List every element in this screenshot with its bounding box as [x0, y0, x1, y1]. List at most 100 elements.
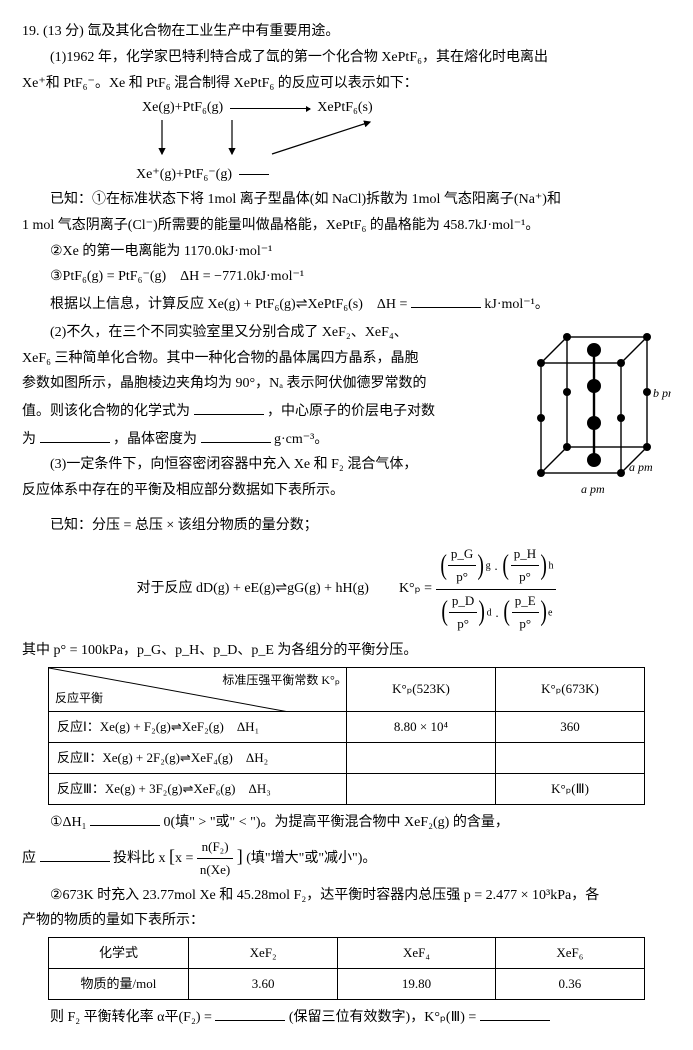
final-b: (保留三位有效数字)，K°ₚ(Ⅲ) =	[289, 1010, 476, 1025]
kp1-523: 8.80 × 10⁴	[346, 711, 495, 742]
diagonal-header: 标准压强平衡常数 K°ₚ 反应平衡	[48, 667, 346, 711]
q32-line2: 产物的物质的量如下表所示：	[22, 909, 671, 933]
p2e-text: 为	[22, 432, 36, 447]
question-header: 19. (13 分) 氙及其化合物在工业生产中有重要用途。	[22, 20, 671, 44]
b-label: b pm	[653, 386, 671, 400]
q31e: (填"增大"或"减小")。	[246, 851, 376, 866]
part1-line1: (1)1962 年，化学家巴特利特合成了氙的第一个化合物 XePtF₆，其在熔化…	[22, 46, 671, 70]
ph: p_H	[511, 543, 539, 566]
part2-line5: 为 ，晶体密度为 g·cm⁻³。	[22, 426, 521, 452]
calc-text: 根据以上信息，计算反应 Xe(g) + PtF₆(g)⇌XePtF₆(s) ΔH…	[50, 297, 407, 312]
crystal-figure: b pm a pm a pm	[529, 323, 671, 508]
pstd2: p°	[511, 566, 539, 588]
question-number: 19.	[22, 24, 40, 39]
scheme-top-right: XePtF₆(s)	[317, 100, 372, 115]
q31a: ①ΔH₁	[50, 815, 87, 830]
scheme-top-left: Xe(g)+PtF₆(g)	[142, 100, 223, 115]
pd: p_D	[449, 590, 477, 613]
scheme-bottom: Xe⁺(g)+PtF₆⁻(g)	[136, 167, 232, 182]
col-523k: K°ₚ(523K)	[346, 667, 495, 711]
pstd1: p°	[448, 566, 476, 588]
t2-v2: 19.80	[338, 969, 495, 1000]
t2-h4: XeF₆	[495, 938, 644, 969]
blank-formula[interactable]	[194, 398, 264, 415]
a-label-r: a pm	[629, 460, 653, 474]
p2e3-text: g·cm⁻³。	[274, 432, 328, 447]
q31c: 应	[22, 851, 36, 866]
q31d: 投料比 x	[113, 851, 166, 866]
reaction-1: 反应Ⅰ：Xe(g) + F₂(g)⇌XeF₂(g) ΔH₁	[48, 711, 346, 742]
final-line: 则 F₂ 平衡转化率 α平(F₂) = (保留三位有效数字)，K°ₚ(Ⅲ) =	[22, 1004, 671, 1030]
blank-alpha[interactable]	[215, 1004, 285, 1021]
t2-h3: XeF₄	[338, 938, 495, 969]
known-1-line2: 1 mol 气态阴离子(Cl⁻)所需要的能量叫做晶格能，XePtF₆ 的晶格能为…	[22, 214, 671, 238]
pstd4: p°	[512, 613, 539, 635]
product-table: 化学式 XeF₂ XeF₄ XeF₆ 物质的量/mol 3.60 19.80 0…	[48, 937, 645, 1000]
kp3-523	[346, 773, 495, 804]
t2-r1: 物质的量/mol	[48, 969, 188, 1000]
pstd3: p°	[449, 613, 477, 635]
blank-kp3[interactable]	[480, 1004, 550, 1021]
ratio-num: n(F₂)	[197, 836, 233, 859]
diag-bot-label: 反应平衡	[55, 688, 103, 708]
calc-unit: kJ·mol⁻¹。	[484, 297, 548, 312]
kp3-673: K°ₚ(Ⅲ)	[496, 773, 645, 804]
a-label-b: a pm	[581, 482, 605, 496]
exp-h: h	[548, 561, 553, 572]
known-1-line1: 已知：①在标准状态下将 1mol 离子型晶体(如 NaCl)拆散为 1mol 气…	[22, 188, 671, 212]
q31b: 0(填" > "或" < ")。为提高平衡混合物中 XeF₂(g) 的含量，	[164, 815, 509, 830]
t2-v1: 3.60	[188, 969, 337, 1000]
kp-label: K°ₚ =	[399, 581, 432, 596]
exp-d: d	[487, 607, 492, 618]
kp-expression: K°ₚ = (p_Gp°)g · (p_Hp°)h (p_Dp°)d · (p_…	[399, 543, 557, 634]
p2d-text: 值。则该化合物的化学式为	[22, 404, 190, 419]
part2-line3: 参数如图所示，晶胞棱边夹角均为 90°，Nₐ 表示阿伏伽德罗常数的	[22, 372, 521, 396]
exp-e: e	[548, 607, 552, 618]
blank-vsepr[interactable]	[40, 426, 110, 443]
p2e2-text: ，晶体密度为	[113, 432, 197, 447]
col-673k: K°ₚ(673K)	[496, 667, 645, 711]
table-row: 化学式 XeF₂ XeF₄ XeF₆	[48, 938, 644, 969]
q31-line1: ①ΔH₁ 0(填" > "或" < ")。为提高平衡混合物中 XeF₂(g) 的…	[22, 809, 671, 835]
exp-g: g	[486, 561, 491, 572]
blank-sign[interactable]	[90, 809, 160, 826]
kp-reaction: 对于反应 dD(g) + eE(g)⇌gG(g) + hH(g)	[137, 577, 369, 601]
part2-line2: XeF₆ 三种简单化合物。其中一种化合物的晶体属四方晶系，晶胞	[22, 347, 521, 371]
blank-ratio-dir[interactable]	[40, 845, 110, 862]
table1-intro: 其中 p° = 100kPa，p_G、p_H、p_D、p_E 为各组分的平衡分压…	[22, 639, 671, 663]
part3-line2: 反应体系中存在的平衡及相应部分数据如下表所示。	[22, 479, 521, 503]
t2-h1: 化学式	[48, 938, 188, 969]
equilibrium-table: 标准压强平衡常数 K°ₚ 反应平衡 K°ₚ(523K) K°ₚ(673K) 反应…	[48, 667, 645, 805]
right-arrow-icon	[230, 108, 310, 109]
reaction-scheme: Xe(g)+PtF₆(g) XePtF₆(s) Xe⁺(g)+PtF₆⁻(g)	[142, 99, 671, 184]
kp-formula: 对于反应 dD(g) + eE(g)⇌gG(g) + hH(g) K°ₚ = (…	[22, 543, 671, 634]
reaction-3: 反应Ⅲ：Xe(g) + 3F₂(g)⇌XeF₆(g) ΔH₃	[48, 773, 346, 804]
pg: p_G	[448, 543, 476, 566]
table-row: 物质的量/mol 3.60 19.80 0.36	[48, 969, 644, 1000]
t2-h2: XeF₂	[188, 938, 337, 969]
table-row: 反应Ⅲ：Xe(g) + 3F₂(g)⇌XeF₆(g) ΔH₃ K°ₚ(Ⅲ)	[48, 773, 644, 804]
kp2-523	[346, 742, 495, 773]
blank-deltaH[interactable]	[411, 291, 481, 308]
part3-known: 已知：分压 = 总压 × 该组分物质的量分数；	[22, 514, 671, 538]
reaction-arrows-svg	[142, 118, 402, 160]
known-3: ③PtF₆(g) = PtF₆⁻(g) ΔH = −771.0kJ·mol⁻¹	[22, 265, 671, 289]
pe: p_E	[512, 590, 539, 613]
diag-top-label: 标准压强平衡常数 K°ₚ	[222, 670, 340, 690]
part2-line4: 值。则该化合物的化学式为 ，中心原子的价层电子对数	[22, 398, 521, 424]
q32-line1: ②673K 时充入 23.77mol Xe 和 45.28mol F₂，达平衡时…	[22, 884, 671, 908]
blank-density[interactable]	[201, 426, 271, 443]
question-points: (13 分)	[43, 24, 84, 39]
t2-v3: 0.36	[495, 969, 644, 1000]
kp1-673: 360	[496, 711, 645, 742]
part1-line2: Xe⁺和 PtF₆⁻。Xe 和 PtF₆ 混合制得 XePtF₆ 的反应可以表示…	[22, 72, 671, 96]
question-title: 氙及其化合物在工业生产中有重要用途。	[87, 24, 339, 39]
p2d2-text: ，中心原子的价层电子对数	[267, 404, 435, 419]
part2-line1: (2)不久，在三个不同实验室里又分别合成了 XeF₂、XeF₄、	[22, 321, 521, 345]
reaction-2: 反应Ⅱ：Xe(g) + 2F₂(g)⇌XeF₄(g) ΔH₂	[48, 742, 346, 773]
known-2: ②Xe 的第一电离能为 1170.0kJ·mol⁻¹	[22, 240, 671, 264]
table-row: 标准压强平衡常数 K°ₚ 反应平衡 K°ₚ(523K) K°ₚ(673K)	[48, 667, 644, 711]
table-row: 反应Ⅰ：Xe(g) + F₂(g)⇌XeF₂(g) ΔH₁ 8.80 × 10⁴…	[48, 711, 644, 742]
final-a: 则 F₂ 平衡转化率 α平(F₂) =	[50, 1010, 212, 1025]
ratio-den: n(Xe)	[197, 859, 233, 881]
